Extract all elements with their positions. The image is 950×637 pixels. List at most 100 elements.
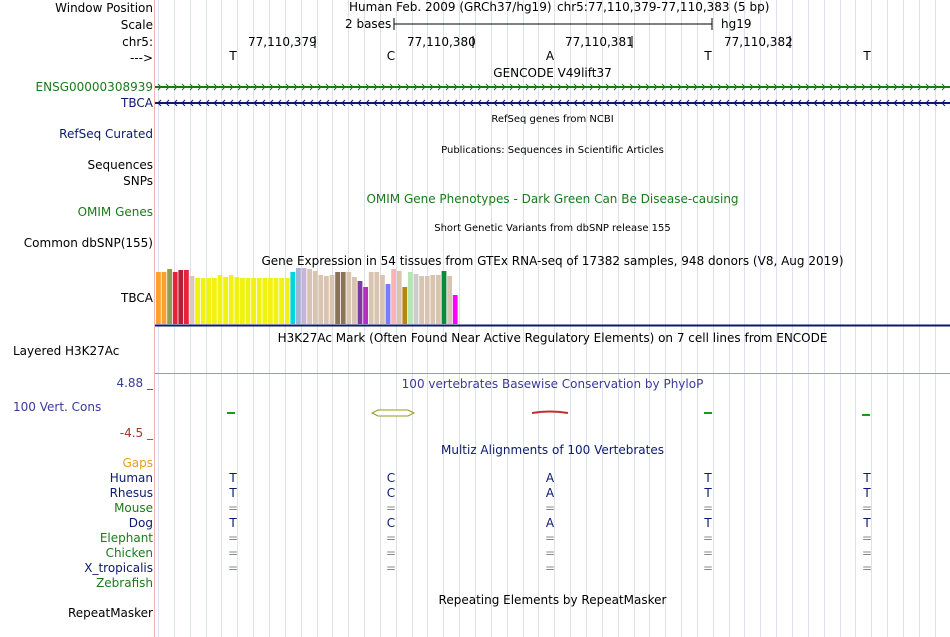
strand-arrow bbox=[253, 83, 258, 91]
strand-arrow bbox=[773, 99, 778, 107]
strand-arrow bbox=[549, 83, 554, 91]
strand-arrow bbox=[157, 83, 162, 91]
gtex-bar bbox=[178, 270, 184, 324]
track-title-h3k27ac[interactable]: H3K27Ac Mark (Often Found Near Active Re… bbox=[277, 331, 828, 345]
track-label-omim[interactable]: OMIM Genes bbox=[77, 205, 153, 219]
strand-arrow bbox=[229, 83, 234, 91]
strand-arrow bbox=[925, 99, 930, 107]
track-label-tbca[interactable]: TBCA bbox=[121, 96, 153, 110]
strand-arrow bbox=[589, 99, 594, 107]
strand-arrow bbox=[781, 99, 786, 107]
guide-line bbox=[459, 0, 460, 637]
multiz-base: = bbox=[227, 531, 239, 545]
species-label[interactable]: Dog bbox=[128, 516, 153, 530]
strand-arrow bbox=[197, 99, 202, 107]
strand-arrow bbox=[917, 99, 922, 107]
guide-line bbox=[618, 0, 619, 637]
strand-arrow bbox=[557, 99, 562, 107]
guide-line bbox=[824, 0, 825, 637]
track-title-repeatmasker[interactable]: Repeating Elements by RepeatMasker bbox=[438, 593, 667, 607]
species-label[interactable]: Mouse bbox=[114, 501, 153, 515]
strand-arrow bbox=[765, 99, 770, 107]
strand-arrow bbox=[701, 99, 706, 107]
tbca-gene-feature[interactable] bbox=[155, 99, 950, 107]
strand-arrow bbox=[933, 99, 938, 107]
track-label-refseq[interactable]: RefSeq Curated bbox=[59, 127, 153, 141]
multiz-base: = bbox=[702, 561, 714, 575]
strand-arrow bbox=[461, 99, 466, 107]
species-label[interactable]: Zebrafish bbox=[96, 576, 153, 590]
strand-arrow bbox=[533, 83, 538, 91]
strand-arrow bbox=[917, 83, 922, 91]
track-label-common-dbsnp[interactable]: Common dbSNP(155) bbox=[23, 236, 153, 250]
strand-arrow bbox=[853, 99, 858, 107]
strand-arrow bbox=[445, 83, 450, 91]
strand-arrow bbox=[277, 99, 282, 107]
strand-arrow bbox=[877, 83, 882, 91]
species-label[interactable]: X_tropicalis bbox=[84, 561, 153, 575]
track-title-gtex[interactable]: Gene Expression in 54 tissues from GTEx … bbox=[261, 254, 844, 268]
strand-arrow bbox=[493, 99, 498, 107]
multiz-base: T bbox=[704, 486, 712, 500]
strand-arrow bbox=[733, 83, 738, 91]
gtex-bar-chart[interactable] bbox=[156, 268, 458, 324]
multiz-base: = bbox=[227, 501, 239, 515]
track-label-gencode-gene[interactable]: ENSG00000308939 bbox=[35, 80, 153, 94]
strand-arrow bbox=[605, 99, 610, 107]
track-title-gencode[interactable]: GENCODE V49lift37 bbox=[493, 66, 612, 80]
strand-arrow bbox=[765, 83, 770, 91]
gtex-bar bbox=[251, 278, 256, 324]
gtex-bar bbox=[223, 277, 228, 324]
ruler-label: 77,110,382 bbox=[724, 35, 793, 49]
strand-arrow bbox=[469, 83, 474, 91]
strand-arrow bbox=[181, 83, 186, 91]
strand-arrow bbox=[341, 99, 346, 107]
assembly-title: Human Feb. 2009 (GRCh37/hg19) bbox=[349, 0, 552, 14]
gtex-bar bbox=[206, 278, 212, 324]
strand-arrow bbox=[757, 99, 762, 107]
track-title-pubs[interactable]: Publications: Sequences in Scientific Ar… bbox=[441, 145, 664, 156]
strand-arrow bbox=[653, 83, 658, 91]
track-title-multiz[interactable]: Multiz Alignments of 100 Vertebrates bbox=[440, 443, 665, 457]
phylop-marks[interactable] bbox=[227, 409, 870, 417]
strand-arrow bbox=[301, 83, 306, 91]
strand-arrow bbox=[357, 83, 362, 91]
track-title-phylop[interactable]: 100 vertebrates Basewise Conservation by… bbox=[401, 377, 704, 391]
label-column-border bbox=[154, 0, 155, 637]
species-label[interactable]: Human bbox=[109, 471, 153, 485]
gtex-bar bbox=[234, 277, 240, 324]
track-label-sequences[interactable]: Sequences bbox=[87, 158, 153, 172]
guide-line bbox=[776, 0, 777, 637]
track-label-gaps[interactable]: Gaps bbox=[122, 456, 153, 470]
strand-arrow bbox=[605, 83, 610, 91]
track-label-snps[interactable]: SNPs bbox=[123, 174, 153, 188]
strand-arrow bbox=[493, 83, 498, 91]
strand-arrow bbox=[909, 99, 914, 107]
species-label[interactable]: Chicken bbox=[105, 546, 153, 560]
track-title-dbsnp[interactable]: Short Genetic Variants from dbSNP releas… bbox=[434, 223, 671, 234]
strand-arrow bbox=[205, 83, 210, 91]
track-label-cons[interactable]: 100 Vert. Cons bbox=[13, 400, 102, 414]
multiz-base: = bbox=[385, 546, 397, 560]
species-label[interactable]: Rhesus bbox=[109, 486, 153, 500]
track-label-repeatmasker[interactable]: RepeatMasker bbox=[67, 606, 153, 620]
strand-arrow bbox=[469, 99, 474, 107]
track-label-gtex[interactable]: TBCA bbox=[121, 291, 153, 305]
track-title-omim[interactable]: OMIM Gene Phenotypes - Dark Green Can Be… bbox=[366, 192, 739, 206]
ruler-label: 77,110,381 bbox=[565, 35, 634, 49]
gencode-gene-feature[interactable] bbox=[155, 83, 950, 91]
strand-arrow bbox=[901, 99, 906, 107]
strand-arrow bbox=[453, 83, 458, 91]
strand-arrow bbox=[413, 83, 418, 91]
track-title-refseq[interactable]: RefSeq genes from NCBI bbox=[491, 114, 614, 125]
strand-arrow bbox=[741, 83, 746, 91]
strand-arrow bbox=[285, 83, 290, 91]
gtex-bar bbox=[447, 276, 452, 324]
strand-arrow bbox=[293, 99, 298, 107]
strand-arrow bbox=[813, 99, 818, 107]
strand-arrow bbox=[805, 99, 810, 107]
track-label-h3k27ac[interactable]: Layered H3K27Ac bbox=[13, 344, 120, 358]
multiz-base: A bbox=[545, 471, 555, 485]
species-label[interactable]: Elephant bbox=[99, 531, 153, 545]
